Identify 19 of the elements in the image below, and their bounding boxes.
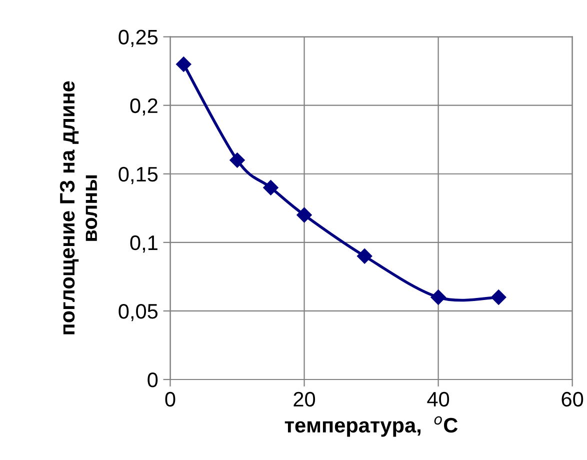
- x-tick-label: 60: [562, 392, 584, 407]
- point: [491, 290, 506, 305]
- y-tick-label: 0,05: [118, 304, 158, 322]
- y-tick-label: 0,1: [130, 235, 158, 253]
- y-tick-label: 0: [148, 372, 158, 388]
- point: [357, 248, 372, 264]
- point: [263, 180, 278, 196]
- x-axis-title: температура, $^{o}$C: [284, 416, 458, 437]
- point: [176, 56, 192, 72]
- point: [230, 152, 245, 168]
- y-tick-label: 0,15: [118, 166, 158, 184]
- y-axis-title: поглощение ГЗ на длине волны: [60, 81, 98, 334]
- y-tick-label: 0,2: [130, 98, 158, 116]
- x-tick-label: 40: [427, 392, 450, 407]
- point: [296, 207, 312, 223]
- x-tick-label: 20: [294, 392, 316, 407]
- point: [430, 290, 446, 305]
- y-tick-label: 0,25: [118, 30, 158, 48]
- x-tick-label: 0: [165, 392, 176, 407]
